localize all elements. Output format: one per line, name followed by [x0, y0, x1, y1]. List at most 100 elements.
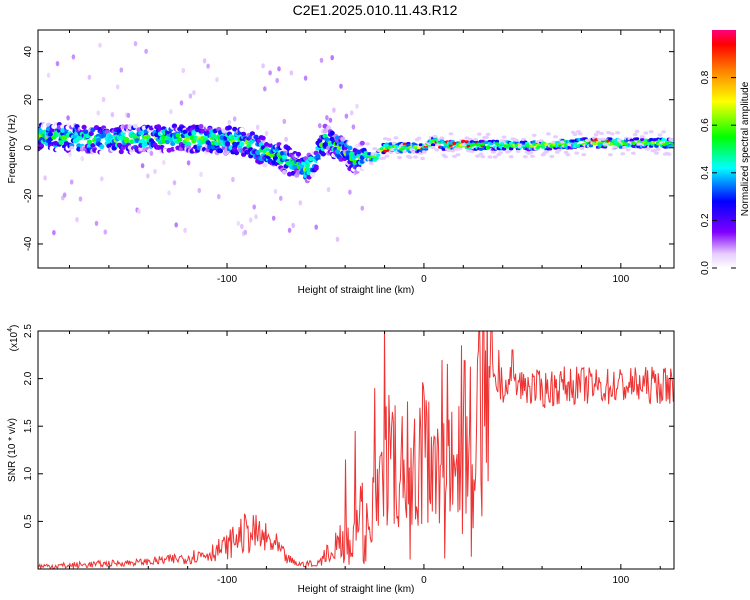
- spectrogram-cell: [370, 152, 376, 156]
- spectrogram-cell: [376, 153, 381, 157]
- spectrogram-cell: [515, 149, 521, 153]
- colorbar: 0.0 0.2 0.4 0.6 0.8 Normalized spectral ampl…: [700, 30, 750, 275]
- spectrogram-cell: [83, 129, 89, 135]
- spectrogram-cell: [88, 131, 94, 137]
- figure-title: C2E1.2025.010.11.43.R12: [293, 2, 458, 18]
- spectrogram-cell: [468, 146, 473, 151]
- spectrogram-cell: [248, 217, 253, 223]
- spectrogram-cell: [475, 154, 480, 158]
- spectrogram-cell: [239, 141, 245, 147]
- spectrogram-cell: [215, 77, 219, 83]
- spectrogram-cell: [140, 138, 146, 144]
- spectrogram-cell: [498, 151, 503, 155]
- spectrogram-cell: [383, 149, 388, 153]
- spectrogram-cell: [268, 70, 272, 76]
- spectrogram-cell: [303, 75, 308, 81]
- spectrogram-cell: [351, 124, 356, 130]
- spectrogram-cell: [555, 140, 560, 145]
- spectrogram-cell: [153, 168, 157, 175]
- spectrogram-cell: [634, 129, 640, 133]
- spectrogram-cell: [432, 134, 438, 139]
- spectrogram-cell: [86, 139, 92, 145]
- spectrogram-cell: [452, 141, 457, 145]
- colorbar-tick-label: 0.0: [700, 261, 711, 275]
- spectrogram-cell: [450, 149, 456, 153]
- spectrogram-cell: [66, 115, 70, 121]
- spectrogram-cell: [55, 61, 60, 67]
- spectrogram-cell: [648, 130, 654, 134]
- spectrogram-cell: [530, 154, 535, 158]
- spectrogram-cell: [87, 74, 92, 80]
- spectrogram-cell: [62, 192, 67, 198]
- spectrogram-cell: [292, 164, 298, 170]
- spectrogram-cell: [126, 112, 131, 118]
- spectrogram-cell: [310, 172, 316, 178]
- spectrogram-cell: [298, 200, 303, 206]
- spectrogram-cell: [402, 142, 407, 146]
- spectrogram-cell: [588, 144, 594, 148]
- spectrogram-cell: [260, 135, 266, 141]
- spectrogram-cell: [199, 171, 203, 177]
- spectrogram-cell: [348, 189, 352, 195]
- spectrogram-cell: [206, 63, 210, 69]
- spectrogram-cell: [631, 151, 636, 155]
- spectrogram-cell: [98, 42, 102, 48]
- spectrogram-cell: [231, 176, 235, 183]
- spectrogram-cell: [661, 130, 666, 134]
- spectrogram-cell: [334, 149, 341, 154]
- spectrogram-cell: [484, 135, 489, 139]
- spectrogram-cell: [609, 132, 615, 136]
- spectrogram-cell: [604, 142, 610, 146]
- spectrogram-cell: [381, 156, 386, 160]
- spectrogram-cell: [457, 147, 463, 151]
- spectrogram-cell: [478, 152, 484, 156]
- spectrogram-cell: [477, 142, 482, 146]
- spectrogram-cell: [335, 236, 340, 242]
- spectrogram-cell: [416, 146, 422, 150]
- spectrogram-cell: [197, 187, 202, 194]
- spectrogram-cell: [368, 161, 374, 165]
- spectrogram-cell: [484, 141, 489, 145]
- spectrogram-cell: [347, 145, 353, 151]
- spectrogram-cell: [170, 141, 176, 147]
- spectrogram-cell: [620, 152, 626, 156]
- snr-frame: [37, 330, 675, 570]
- spectrogram-cell: [124, 138, 130, 143]
- spectrogram-cell: [46, 72, 51, 78]
- spectrogram-cell: [446, 148, 452, 152]
- spectrogram-cell: [560, 140, 565, 144]
- spectrogram-cell: [359, 140, 365, 146]
- spectrogram-cell: [243, 229, 248, 235]
- spectrogram-cell: [264, 130, 269, 136]
- spectrogram-cell: [374, 156, 379, 160]
- spectrogram-cell: [514, 138, 519, 142]
- spectrogram-cell: [108, 134, 114, 140]
- colorbar-tick-label: 0.2: [700, 213, 711, 227]
- spectrogram-cell: [397, 155, 402, 160]
- spectrogram-cell: [634, 137, 640, 141]
- spectrogram-cell: [657, 133, 663, 137]
- spectrogram-cell: [352, 159, 358, 165]
- spectrogram-cell: [249, 131, 255, 137]
- spectrogram-cell: [162, 159, 166, 165]
- spectrogram-cell: [379, 147, 384, 151]
- spectrogram-cell: [393, 136, 399, 140]
- spectrogram-cell: [571, 139, 576, 143]
- spectrogram-cell: [198, 124, 204, 129]
- spectrogram-cell: [75, 217, 79, 223]
- x-tick-label: 0: [421, 575, 427, 586]
- spectrogram-cell: [317, 160, 323, 166]
- spectrogram-cell: [282, 118, 287, 124]
- y-tick-label: 0.5: [23, 514, 34, 528]
- spectrogram-cell: [328, 117, 333, 123]
- spectrogram-cell: [315, 153, 321, 159]
- spectrogram-cell: [236, 220, 241, 226]
- spectrogram-cell: [325, 115, 329, 121]
- spectrogram-cell: [572, 142, 578, 146]
- snr-series-line: [38, 331, 674, 569]
- spectrogram-cell: [448, 143, 454, 147]
- spectrogram-cell: [70, 149, 76, 154]
- spectrogram-cell: [138, 146, 144, 152]
- spectrogram-cell: [574, 151, 580, 155]
